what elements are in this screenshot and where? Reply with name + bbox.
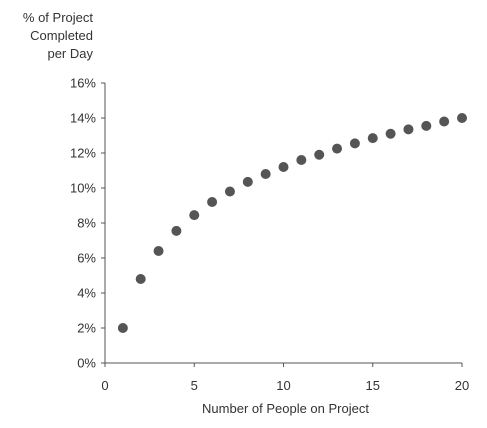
y-tick-label: 0% bbox=[77, 356, 96, 371]
x-tick-label: 10 bbox=[276, 378, 290, 393]
data-points bbox=[118, 113, 467, 333]
y-tick-label: 6% bbox=[77, 251, 96, 266]
y-tick-label: 10% bbox=[70, 181, 96, 196]
y-tick-label: 16% bbox=[70, 76, 96, 91]
data-point bbox=[279, 162, 289, 172]
y-axis-label-line: per Day bbox=[47, 46, 93, 61]
y-tick-label: 4% bbox=[77, 286, 96, 301]
data-point bbox=[403, 124, 413, 134]
x-axis: 0 5 10 15 20 bbox=[101, 363, 469, 393]
x-axis-label: Number of People on Project bbox=[202, 401, 369, 416]
y-tick-label: 2% bbox=[77, 321, 96, 336]
y-axis: 0% 2% 4% 6% 8% 10% 12% 14% 16% bbox=[70, 76, 105, 371]
y-tick-label: 12% bbox=[70, 146, 96, 161]
data-point bbox=[118, 323, 128, 333]
data-point bbox=[225, 187, 235, 197]
y-tick-label: 8% bbox=[77, 216, 96, 231]
y-tick-label: 14% bbox=[70, 111, 96, 126]
x-tick-label: 5 bbox=[191, 378, 198, 393]
data-point bbox=[332, 144, 342, 154]
data-point bbox=[439, 117, 449, 127]
data-point bbox=[350, 138, 360, 148]
data-point bbox=[261, 169, 271, 179]
x-tick-label: 0 bbox=[101, 378, 108, 393]
data-point bbox=[189, 210, 199, 220]
data-point bbox=[207, 197, 217, 207]
data-point bbox=[368, 133, 378, 143]
data-point bbox=[243, 177, 253, 187]
y-axis-label-line: % of Project bbox=[23, 10, 93, 25]
y-axis-label-line: Completed bbox=[30, 28, 93, 43]
data-point bbox=[154, 246, 164, 256]
x-tick-label: 20 bbox=[455, 378, 469, 393]
y-axis-label: % of Project Completed per Day bbox=[23, 10, 94, 61]
x-tick-label: 15 bbox=[366, 378, 380, 393]
data-point bbox=[457, 113, 467, 123]
data-point bbox=[421, 121, 431, 131]
data-point bbox=[136, 274, 146, 284]
data-point bbox=[314, 150, 324, 160]
data-point bbox=[386, 129, 396, 139]
data-point bbox=[171, 226, 181, 236]
data-point bbox=[296, 155, 306, 165]
